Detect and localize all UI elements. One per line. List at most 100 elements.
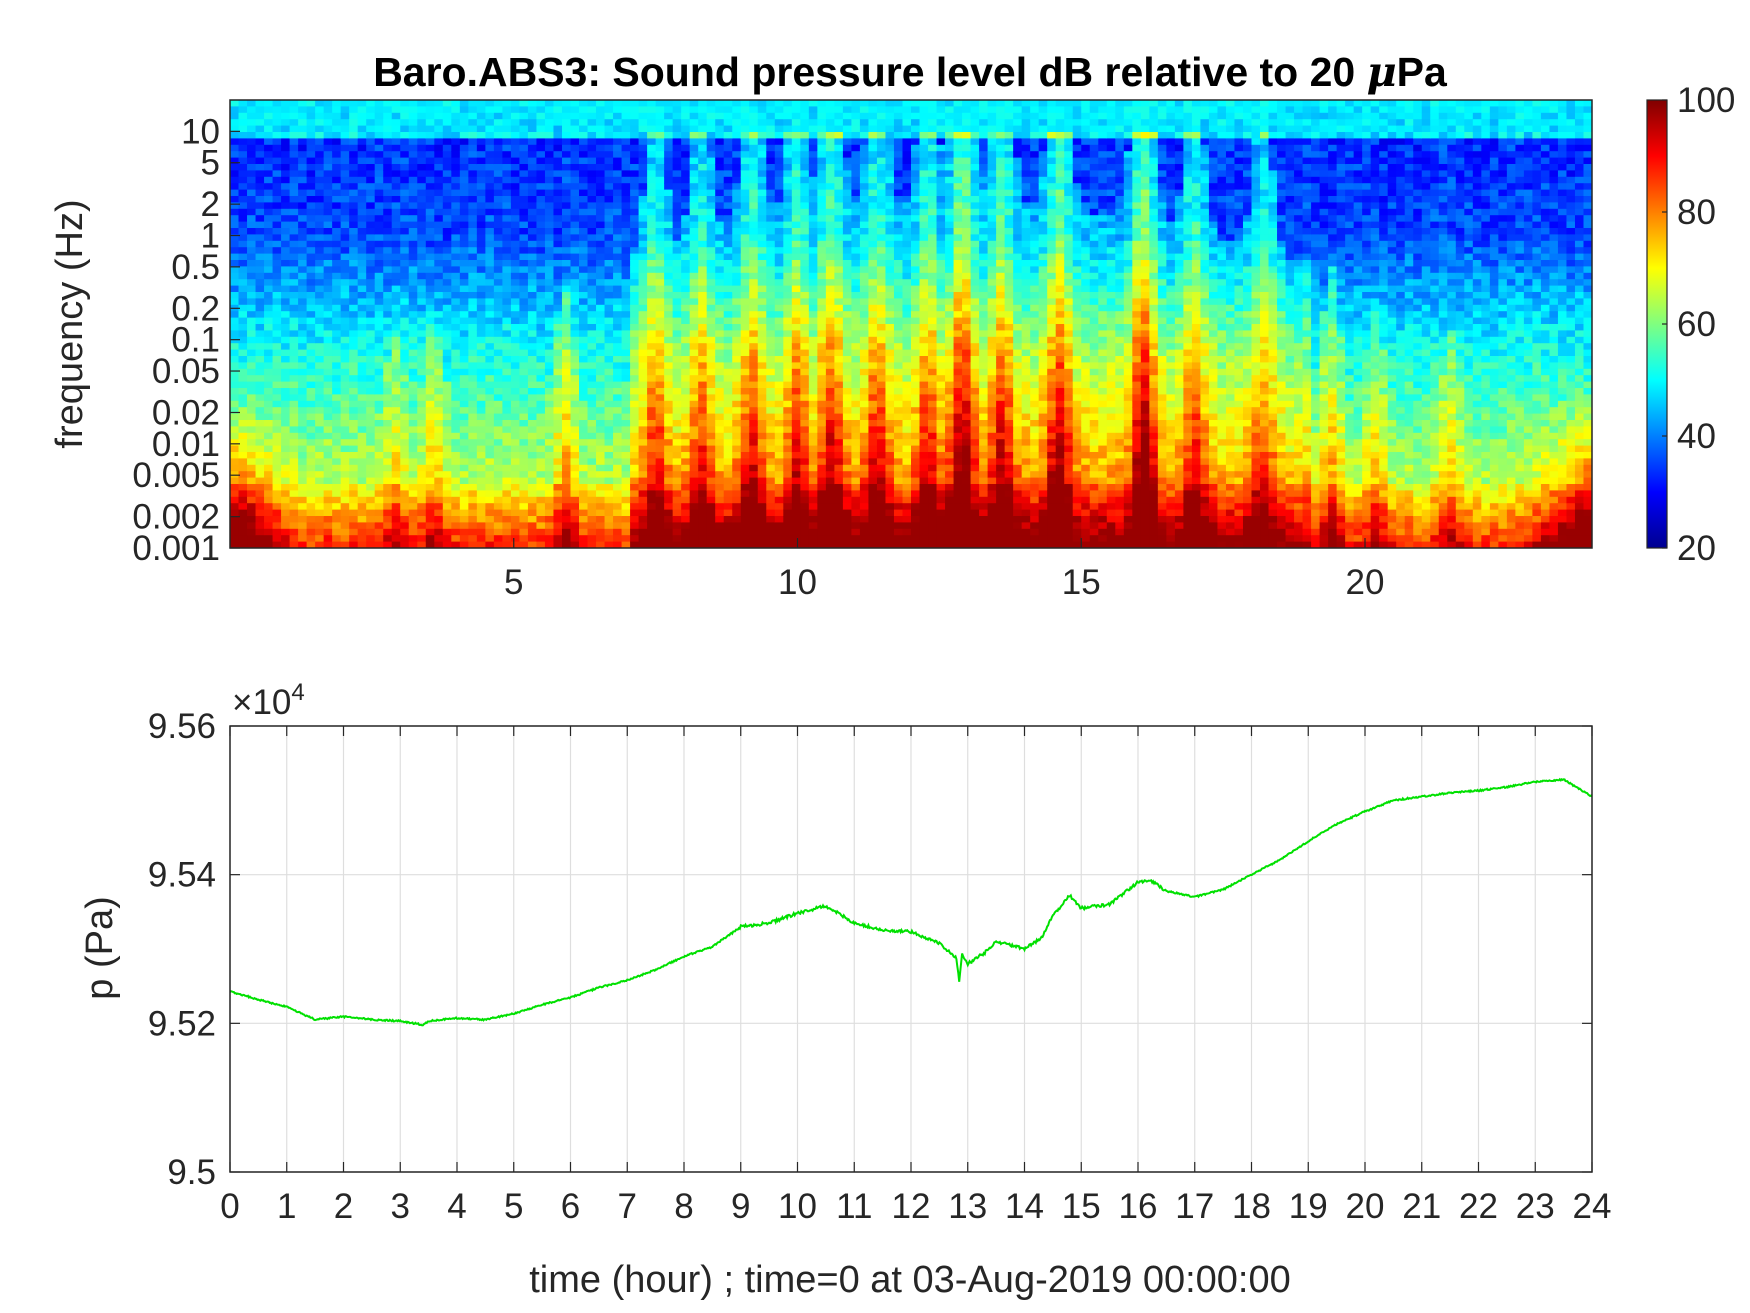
spectrogram-cell [783, 253, 793, 261]
spectrogram-cell [732, 541, 742, 548]
spectrogram-cell [698, 413, 708, 421]
spectrogram-cell [238, 394, 248, 402]
spectrogram-cell [527, 125, 538, 133]
spectrogram-cell [536, 356, 546, 363]
spectrogram-cell [451, 394, 461, 402]
spectrogram-cell [630, 221, 640, 229]
spectrogram-cell [723, 330, 733, 338]
spectrogram-cell [408, 208, 418, 216]
spectrogram-cell [579, 324, 589, 331]
spectrogram-cell [570, 100, 580, 107]
spectrogram-cell [425, 503, 435, 511]
spectrogram-cell [553, 368, 563, 376]
spectrogram-cell [230, 266, 240, 274]
spectrogram-cell [544, 426, 555, 434]
spectrogram-cell [366, 285, 376, 293]
spectrogram-cell [485, 125, 495, 133]
spectrogram-cell [519, 464, 529, 472]
spectrogram-cell [621, 484, 631, 491]
spectrogram-cell [800, 151, 810, 159]
spectrogram-cell [834, 170, 844, 178]
spectrogram-cell [715, 535, 725, 543]
spectrogram-cell [825, 106, 835, 114]
spectrogram-cell [706, 528, 716, 536]
spectrogram-cell [706, 228, 716, 235]
spectrogram-cell [808, 279, 818, 287]
spectrogram-cell [527, 279, 538, 287]
spectrogram-cell [817, 170, 827, 178]
spectrogram-cell [638, 247, 648, 255]
spectrogram-cell [459, 413, 469, 421]
spectrogram-cell [468, 445, 478, 453]
spectrogram-cell [510, 311, 521, 319]
spectrogram-cell [757, 490, 767, 498]
spectrogram-cell [791, 304, 801, 312]
spectrogram-cell [306, 247, 316, 255]
spectrogram-cell [766, 196, 776, 203]
spectrogram-cell [544, 183, 555, 191]
spectrogram-cell [621, 388, 631, 395]
spectrogram-cell [587, 170, 597, 178]
spectrogram-cell [715, 452, 725, 459]
spectrogram-cell [468, 439, 478, 447]
spectrogram-cell [808, 304, 818, 312]
spectrogram-cell [553, 189, 563, 197]
spectrogram-cell [655, 266, 665, 274]
spectrogram-cell [459, 477, 469, 485]
spectrogram-cell [825, 228, 835, 235]
spectrogram-cell [400, 311, 410, 319]
spectrogram-cell [289, 221, 299, 229]
spectrogram-cell [672, 413, 682, 421]
spectrogram-cell [519, 164, 529, 171]
spectrogram-cell [681, 317, 691, 325]
spectrogram-cell [834, 228, 844, 235]
spectrogram-cell [281, 490, 291, 498]
spectrogram-cell [706, 215, 716, 223]
spectrogram-cell [766, 151, 776, 159]
spectrogram-cell [544, 132, 555, 139]
spectrogram-cell [434, 125, 444, 133]
spectrogram-cell [519, 157, 529, 165]
spectrogram-cell [400, 260, 410, 267]
spectrogram-cell [442, 368, 452, 376]
spectrogram-cell [570, 535, 580, 543]
spectrogram-cell [255, 272, 265, 280]
spectrogram-cell [340, 426, 350, 434]
spectrogram-cell [672, 420, 682, 427]
spectrogram-cell [519, 522, 529, 530]
spectrogram-cell [502, 311, 512, 319]
spectrogram-cell [340, 144, 350, 152]
spectrogram-cell [306, 311, 316, 319]
spectrogram-cell [298, 157, 308, 165]
spectrogram-cell [655, 394, 665, 402]
spectrogram-cell [621, 228, 631, 235]
spectrogram-cell [298, 100, 308, 107]
spectrogram-cell [238, 164, 248, 171]
spectrogram-cell [247, 368, 257, 376]
spectrogram-cell [681, 196, 691, 203]
spectrogram-cell [255, 183, 265, 191]
spectrogram-cell [493, 439, 503, 447]
spectrogram-cell [825, 381, 835, 389]
spectrogram-cell [281, 413, 291, 421]
spectrogram-cell [655, 368, 665, 376]
spectrogram-cell [519, 215, 529, 223]
spectrogram-cell [536, 368, 546, 376]
spectrogram-cell [536, 279, 546, 287]
spectrogram-cell [723, 247, 733, 255]
spectrogram-cell [306, 362, 316, 370]
spectrogram-cell [468, 407, 478, 415]
spectrogram-cell [604, 100, 614, 107]
spectrogram-cell [749, 464, 759, 472]
spectrogram-cell [596, 279, 606, 287]
spectrogram-cell [732, 426, 742, 434]
spectrogram-cell [357, 509, 367, 517]
spectrogram-cell [672, 356, 682, 363]
spectrogram-cell [264, 157, 274, 165]
spectrogram-cell [698, 452, 708, 459]
spectrogram-cell [570, 426, 580, 434]
spectrogram-cell [323, 496, 333, 504]
spectrogram-cell [298, 247, 308, 255]
spectrogram-cell [383, 471, 393, 479]
spectrogram-cell [459, 349, 469, 357]
